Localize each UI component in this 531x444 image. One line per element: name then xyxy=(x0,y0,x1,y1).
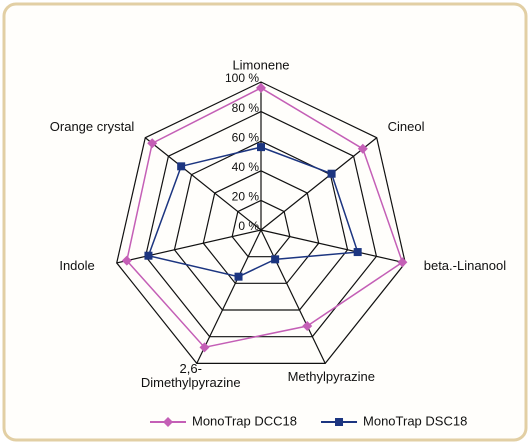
y-tick-label: 40 % xyxy=(232,160,260,174)
data-point xyxy=(121,255,132,266)
grid-line xyxy=(116,81,406,364)
grid-line xyxy=(202,170,320,284)
data-point xyxy=(144,251,153,260)
category-label: Indole xyxy=(59,258,94,273)
series-line xyxy=(125,87,404,349)
y-tick-label: 0 % xyxy=(238,219,259,233)
spoke xyxy=(196,229,262,364)
category-label: Orange crystal xyxy=(50,119,135,134)
y-tick-label: 100 % xyxy=(225,71,259,85)
category-label: Cineol xyxy=(388,119,425,134)
category-label: beta.-Linanool xyxy=(424,258,507,273)
category-label: Limonene xyxy=(232,57,289,72)
data-point xyxy=(397,257,408,268)
data-point xyxy=(302,321,313,332)
grid-line xyxy=(173,140,349,311)
data-point xyxy=(327,169,336,178)
y-tick-label: 60 % xyxy=(232,130,260,144)
data-point xyxy=(256,82,266,93)
data-point xyxy=(271,255,280,264)
y-tick-label: 80 % xyxy=(232,101,260,115)
spoke xyxy=(116,229,262,264)
spoke xyxy=(260,229,326,364)
data-point xyxy=(177,162,186,171)
data-point xyxy=(357,143,368,154)
series-line xyxy=(147,146,359,278)
data-point xyxy=(199,342,210,353)
legend-marker xyxy=(163,417,173,427)
legend-label: MonoTrap DCC18 xyxy=(192,413,297,428)
data-point xyxy=(257,143,265,152)
data-point xyxy=(147,138,158,149)
y-tick-label: 20 % xyxy=(232,190,260,204)
spoke xyxy=(144,137,262,231)
grid-line xyxy=(144,110,378,338)
legend-label: MonoTrap DSC18 xyxy=(363,413,467,428)
data-point xyxy=(234,272,243,281)
data-point xyxy=(353,248,362,257)
spoke xyxy=(260,229,406,264)
category-label: 2,6-Dimethylpyrazine xyxy=(141,361,241,390)
grid-line xyxy=(231,199,291,258)
spoke xyxy=(260,137,378,231)
legend-marker xyxy=(335,418,344,426)
category-label: Methylpyrazine xyxy=(288,369,375,384)
